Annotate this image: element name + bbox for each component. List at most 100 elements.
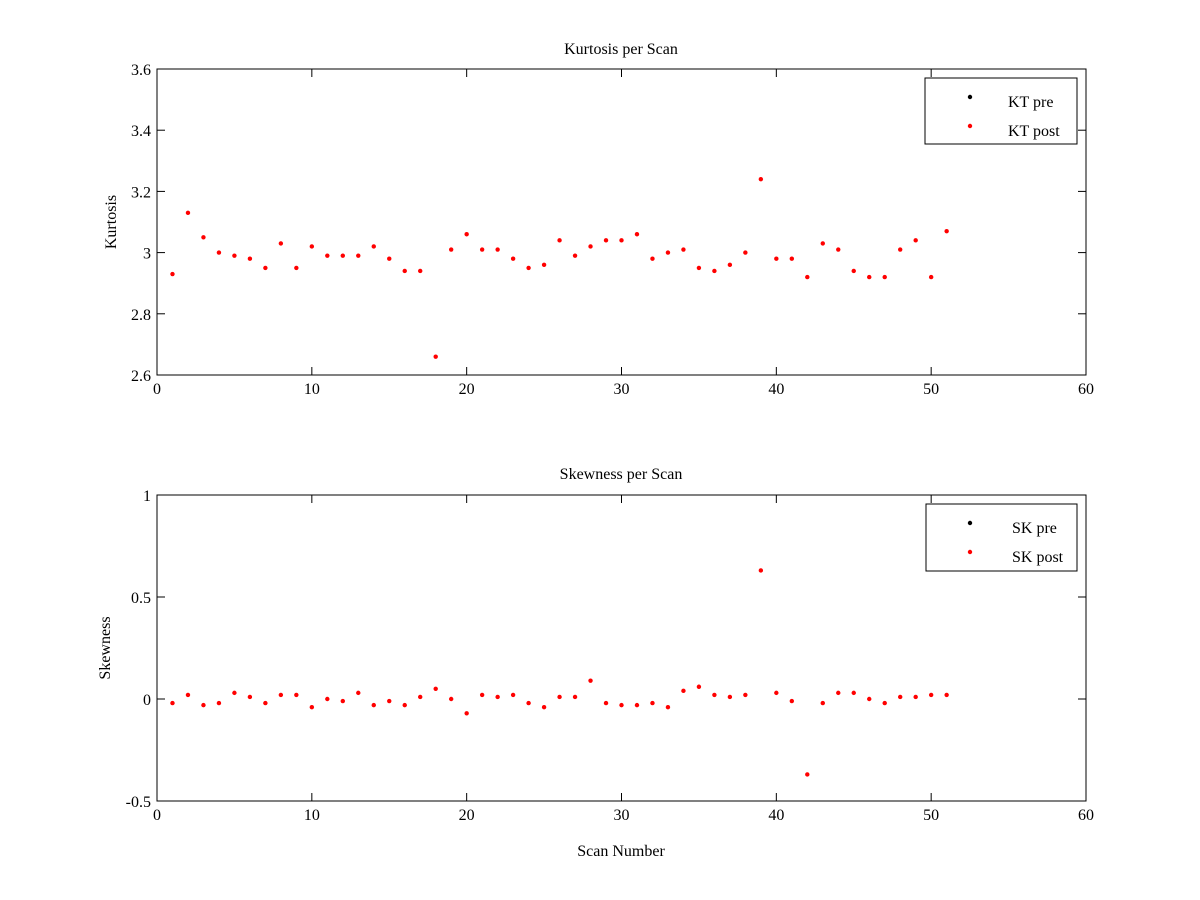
point-sk-post — [263, 700, 268, 706]
kurtosis-ticks: 0 10 20 30 40 50 60 2.6 2.8 3 3.2 3.4 3.6 — [131, 62, 1094, 398]
point-kt-post — [185, 210, 191, 216]
skewness-ytick-label: 1 — [143, 488, 151, 505]
skewness-xtick-label: 40 — [768, 807, 784, 824]
legend-label-sk-post: SK post — [1012, 549, 1064, 566]
point-kt-post — [944, 228, 949, 234]
point-kt-post — [758, 176, 764, 182]
point-kt-post — [309, 244, 315, 249]
kurtosis-ytick-label: 3.4 — [131, 123, 151, 140]
skewness-legend: SK pre SK post — [925, 503, 1078, 572]
point-kt-post — [774, 256, 779, 261]
legend-marker-sk-post — [967, 549, 973, 555]
legend-marker-kt-pre — [967, 94, 973, 100]
point-sk-post — [851, 690, 856, 696]
point-sk-post — [572, 694, 578, 700]
point-kt-post — [495, 247, 500, 252]
kurtosis-title: Kurtosis per Scan — [564, 41, 678, 58]
point-kt-post — [479, 247, 485, 252]
point-sk-post — [882, 700, 887, 706]
point-sk-post — [448, 696, 454, 702]
kurtosis-ytick-label: 3 — [143, 246, 151, 263]
point-kt-post — [805, 274, 810, 280]
point-kt-post — [696, 265, 702, 271]
point-sk-post — [820, 700, 825, 706]
point-kt-post — [836, 247, 841, 252]
point-kt-post — [526, 265, 531, 271]
skewness-xtick-label: 0 — [153, 807, 161, 824]
point-sk-post — [309, 704, 315, 710]
point-kt-post — [448, 247, 454, 252]
skewness-xtick-label: 30 — [614, 807, 630, 824]
kurtosis-ylabel: Kurtosis — [103, 195, 120, 249]
point-kt-post — [681, 247, 686, 252]
point-sk-post — [340, 698, 345, 704]
kurtosis-xtick-label: 40 — [768, 381, 784, 398]
point-kt-post — [232, 253, 237, 258]
point-sk-post — [588, 678, 593, 683]
kurtosis-xtick-label: 20 — [459, 381, 475, 398]
point-sk-post — [867, 696, 872, 702]
point-sk-post — [727, 694, 733, 700]
skewness-points — [170, 568, 949, 777]
point-kt-post — [572, 253, 578, 258]
kurtosis-panel: Kurtosis per Scan Kurtosis 0 10 20 30 40 50 60… — [103, 41, 1094, 398]
legend-marker-sk-pre — [967, 520, 973, 526]
point-kt-post — [371, 244, 376, 249]
point-kt-post — [650, 256, 655, 261]
point-sk-post — [650, 700, 655, 706]
point-kt-post — [294, 265, 299, 271]
point-kt-post — [665, 250, 671, 255]
kurtosis-xtick-label: 10 — [304, 381, 320, 398]
skewness-panel: Skewness per Scan Skewness Scan Number 0… — [97, 466, 1094, 860]
point-sk-post — [789, 698, 795, 704]
point-kt-post — [263, 265, 268, 271]
point-kt-post — [216, 250, 222, 255]
kurtosis-xtick-label: 30 — [614, 381, 630, 398]
point-sk-post — [371, 702, 376, 708]
point-kt-post — [356, 253, 361, 258]
point-sk-post — [557, 694, 562, 700]
point-sk-post — [495, 694, 500, 700]
kurtosis-ytick-label: 3.6 — [131, 62, 151, 79]
point-sk-post — [944, 692, 949, 698]
skewness-ylabel: Skewness — [97, 616, 114, 679]
point-sk-post — [603, 700, 609, 706]
point-kt-post — [325, 253, 330, 258]
skewness-xlabel: Scan Number — [577, 843, 665, 860]
point-sk-post — [774, 690, 779, 696]
point-kt-post — [170, 271, 175, 277]
point-kt-post — [619, 238, 624, 243]
point-sk-post — [913, 694, 918, 700]
point-kt-post — [278, 241, 284, 246]
point-kt-post — [541, 262, 547, 268]
point-kt-post — [913, 238, 918, 243]
point-kt-post — [340, 253, 345, 258]
point-sk-post — [464, 711, 469, 716]
skewness-legend-box — [925, 503, 1078, 572]
kurtosis-points — [170, 176, 949, 359]
point-sk-post — [325, 696, 330, 702]
point-kt-post — [727, 262, 733, 268]
point-kt-post — [898, 247, 903, 252]
kurtosis-ytick-label: 2.8 — [131, 307, 151, 324]
point-sk-post — [278, 692, 284, 698]
skewness-ytick-label: -0.5 — [126, 794, 151, 811]
skewness-xtick-label: 20 — [459, 807, 475, 824]
kurtosis-ytick-label: 2.6 — [131, 368, 151, 385]
point-kt-post — [247, 256, 253, 261]
point-sk-post — [510, 692, 516, 698]
point-sk-post — [294, 692, 299, 698]
point-sk-post — [681, 688, 686, 694]
skewness-xtick-label: 10 — [304, 807, 320, 824]
point-kt-post — [557, 238, 562, 243]
point-kt-post — [603, 238, 609, 243]
legend-label-kt-pre: KT pre — [1008, 94, 1053, 111]
kurtosis-legend: KT pre KT post — [924, 77, 1078, 145]
point-sk-post — [185, 692, 191, 698]
point-kt-post — [418, 268, 423, 274]
point-sk-post — [216, 700, 222, 706]
point-sk-post — [433, 686, 438, 691]
point-kt-post — [201, 235, 206, 240]
